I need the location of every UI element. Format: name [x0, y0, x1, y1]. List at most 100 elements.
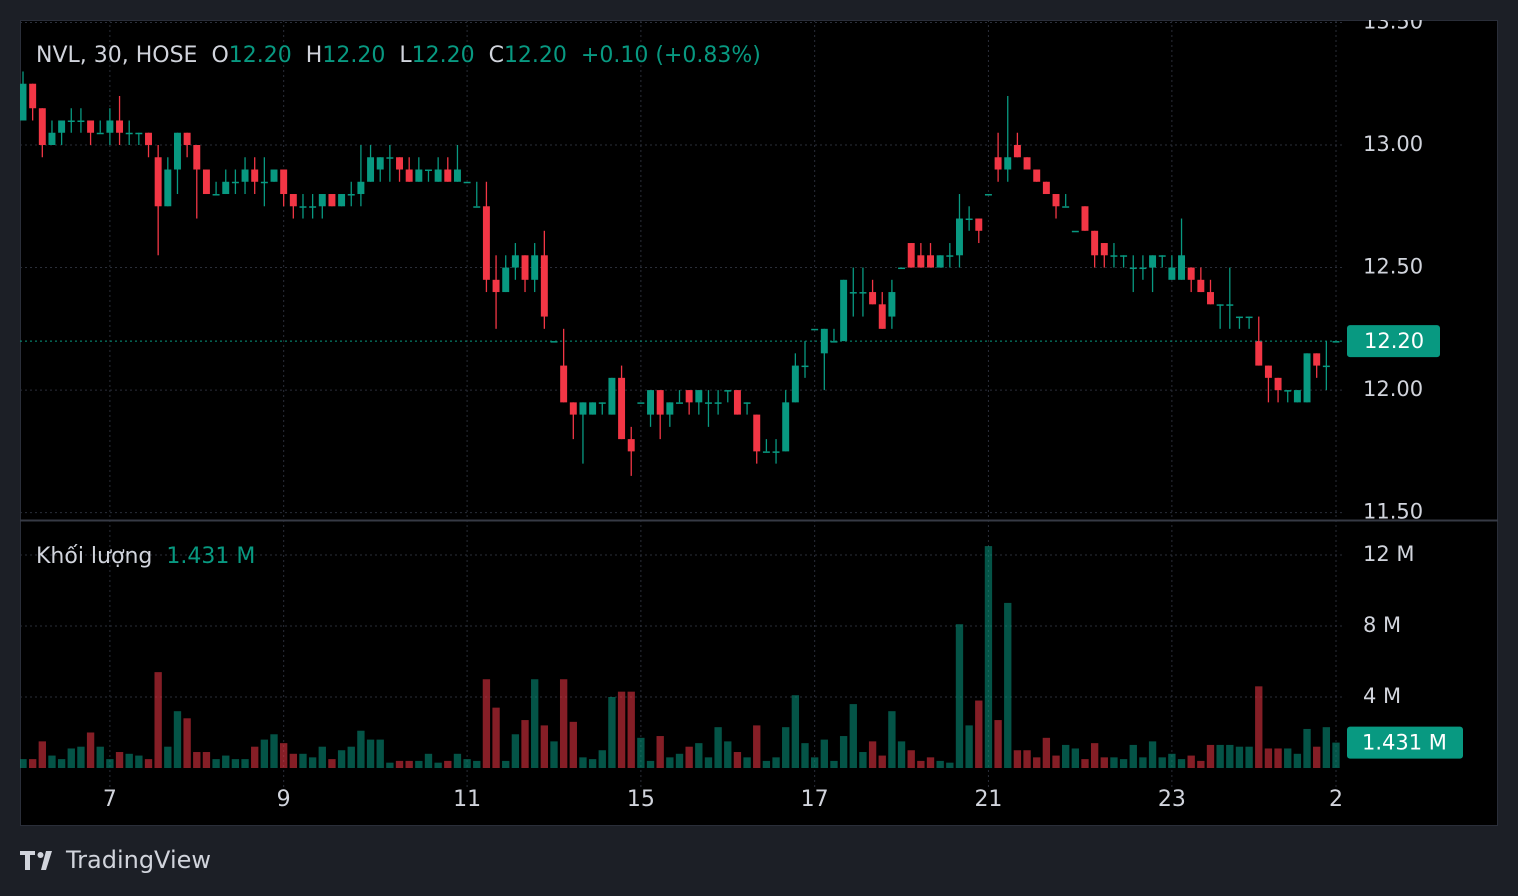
volume-bar	[366, 739, 375, 768]
volume-bar	[183, 718, 191, 768]
volume-bar	[608, 696, 616, 768]
last-price-label: 12.20	[1364, 329, 1424, 353]
last-volume-label: 1.431 M	[1362, 731, 1447, 755]
candle-body	[927, 255, 934, 268]
candle-body	[289, 194, 297, 207]
volume-bar	[753, 725, 761, 768]
legend-key: O	[211, 43, 228, 68]
candle-body	[975, 218, 983, 231]
volume-bar	[473, 760, 481, 768]
candle-body	[396, 157, 403, 170]
candle-body	[560, 365, 568, 403]
candle-body	[318, 194, 326, 207]
candle-body	[1207, 292, 1214, 305]
volume-bar	[173, 711, 182, 768]
volume-bar	[1033, 757, 1041, 768]
legend-key: H	[306, 43, 323, 68]
candle-body	[125, 132, 133, 135]
candle-body	[762, 451, 770, 453]
candle-body	[1197, 279, 1205, 293]
volume-bar	[733, 752, 742, 768]
candle-body	[154, 157, 162, 207]
volume-bar	[1187, 755, 1195, 768]
volume-bar	[318, 746, 326, 768]
candle-body	[106, 120, 114, 133]
candle-body	[898, 267, 906, 270]
candle-body	[830, 341, 838, 343]
volume-bar	[125, 753, 133, 768]
candle-body	[453, 169, 461, 182]
volume-bar	[453, 753, 462, 768]
volume-bar	[251, 746, 259, 768]
volume-bar	[724, 741, 732, 768]
candle-body	[849, 292, 857, 294]
volume-bar	[308, 757, 317, 768]
volume-bar	[444, 760, 452, 768]
volume-bar	[1052, 755, 1060, 768]
volume-bar	[791, 695, 800, 768]
volume-tick-label: 12 M	[1363, 542, 1415, 566]
volume-bar	[1004, 602, 1012, 768]
candle-body	[1322, 365, 1330, 368]
candle-body	[1013, 145, 1021, 158]
volume-bar	[463, 759, 471, 768]
volume-bar	[164, 746, 172, 768]
volume-bar	[482, 679, 491, 768]
candle-body	[38, 108, 46, 145]
candle-body	[888, 292, 896, 317]
x-tick-label: 11	[453, 787, 481, 812]
legend-title: NVL, 30, HOSE	[36, 43, 197, 68]
volume-bar	[1110, 757, 1118, 768]
candle-body	[859, 292, 867, 294]
candle-body	[1033, 169, 1041, 182]
candle-body	[299, 206, 307, 208]
volume-bar	[202, 752, 211, 768]
volume-bar	[67, 748, 75, 768]
volume-bar	[540, 725, 549, 768]
volume-bar	[926, 757, 935, 768]
x-tick-label: 17	[801, 787, 829, 812]
candle-body	[116, 120, 124, 133]
candle-body	[367, 157, 375, 182]
legend-change: +0.10 (+0.83%)	[581, 43, 761, 68]
volume-bar	[975, 700, 983, 768]
volume-bar	[405, 760, 413, 768]
volume-bar	[289, 753, 297, 768]
candle-body	[473, 206, 481, 208]
candle-body	[280, 169, 288, 195]
candle-body	[1110, 255, 1118, 257]
volume-bar	[714, 727, 722, 768]
y-tick-label: 13.50	[1363, 9, 1423, 33]
volume-bar	[695, 743, 703, 768]
volume-title: Khối lượng	[36, 544, 152, 569]
volume-bar	[888, 711, 896, 768]
volume-bar	[376, 739, 384, 768]
candle-body	[231, 181, 239, 184]
candle-body	[20, 83, 27, 121]
volume-bar	[1168, 753, 1176, 768]
candle-body	[96, 132, 104, 135]
volume-bar	[48, 755, 56, 768]
volume-bar	[820, 739, 828, 768]
candle-body	[1091, 230, 1099, 256]
candle-body	[1303, 353, 1311, 403]
candle-body	[1226, 304, 1234, 306]
candle-body	[1100, 243, 1108, 256]
legend-key: L	[399, 43, 412, 68]
volume-bar	[569, 721, 577, 768]
volume-bar	[1129, 744, 1137, 768]
volume-bar	[1245, 746, 1253, 768]
candle-body	[1071, 230, 1079, 233]
volume-bar	[675, 753, 684, 768]
volume-bar	[154, 672, 162, 768]
volume-bar	[1013, 750, 1022, 768]
candle-body	[1255, 341, 1263, 366]
candle-body	[724, 390, 732, 392]
volume-bar	[1139, 757, 1147, 768]
volume-bar	[328, 759, 336, 768]
candle-body	[260, 181, 268, 184]
legend-key: C	[489, 43, 504, 68]
candle-body	[434, 169, 442, 182]
volume-bar	[646, 760, 655, 768]
